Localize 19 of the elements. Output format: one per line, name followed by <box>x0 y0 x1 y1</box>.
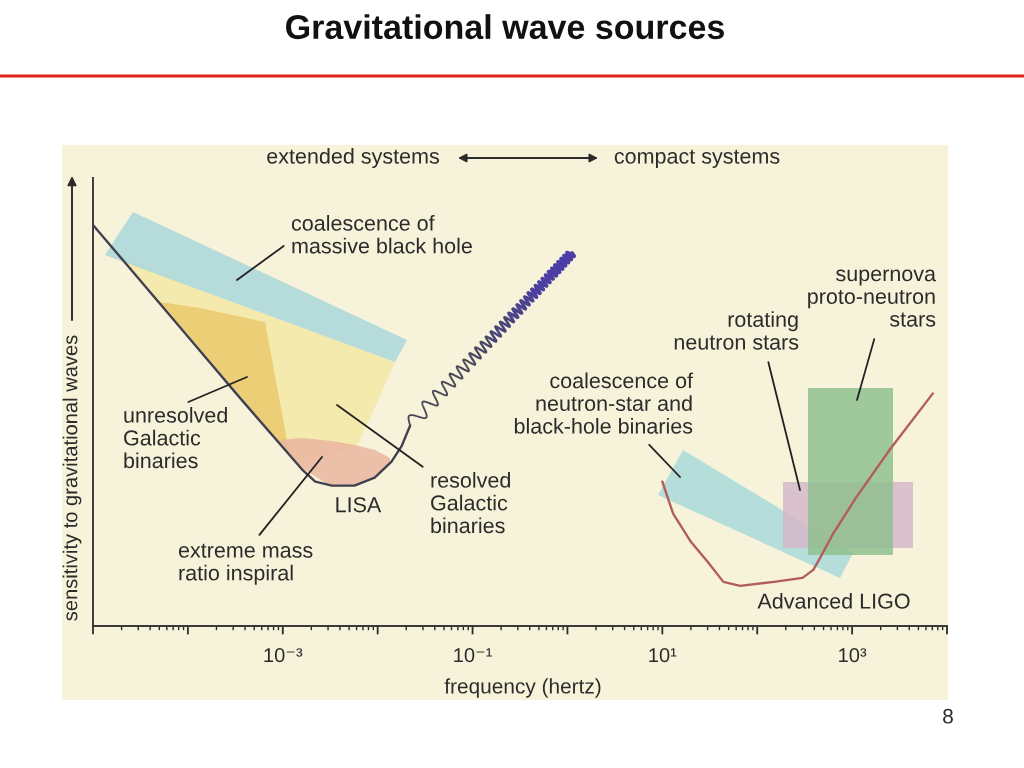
x-tick-label: 10⁻¹ <box>454 648 492 663</box>
text: compact systems <box>614 149 780 169</box>
annotation: resolved Galactic binaries <box>431 472 510 534</box>
annotation: LISA <box>336 497 382 513</box>
annotation: coalescence of massive black hole <box>291 215 472 254</box>
y-axis-title: sensitivity to gravitational waves <box>62 335 82 621</box>
annotation: rotating neutron stars <box>674 311 799 350</box>
annotation: Advanced LIGO <box>757 592 910 609</box>
annotation: extreme mass ratio inspiral <box>178 543 313 585</box>
text: extended systems <box>267 147 439 169</box>
x-axis-title: frequency (hertz) <box>444 678 601 698</box>
text: 8 <box>943 708 953 724</box>
annotation: coalescence of neutron-star and black-hole binaries <box>514 372 694 434</box>
x-tick-label: 10⁻³ <box>264 648 303 663</box>
x-tick-label: 10¹ <box>649 648 677 663</box>
annotation: unresolved Galactic binaries <box>124 407 227 469</box>
chart-title: Gravitational wave sources <box>286 14 724 40</box>
annotation: supernova proto-neutron stars <box>808 269 937 327</box>
x-tick-label: 10³ <box>839 648 867 663</box>
